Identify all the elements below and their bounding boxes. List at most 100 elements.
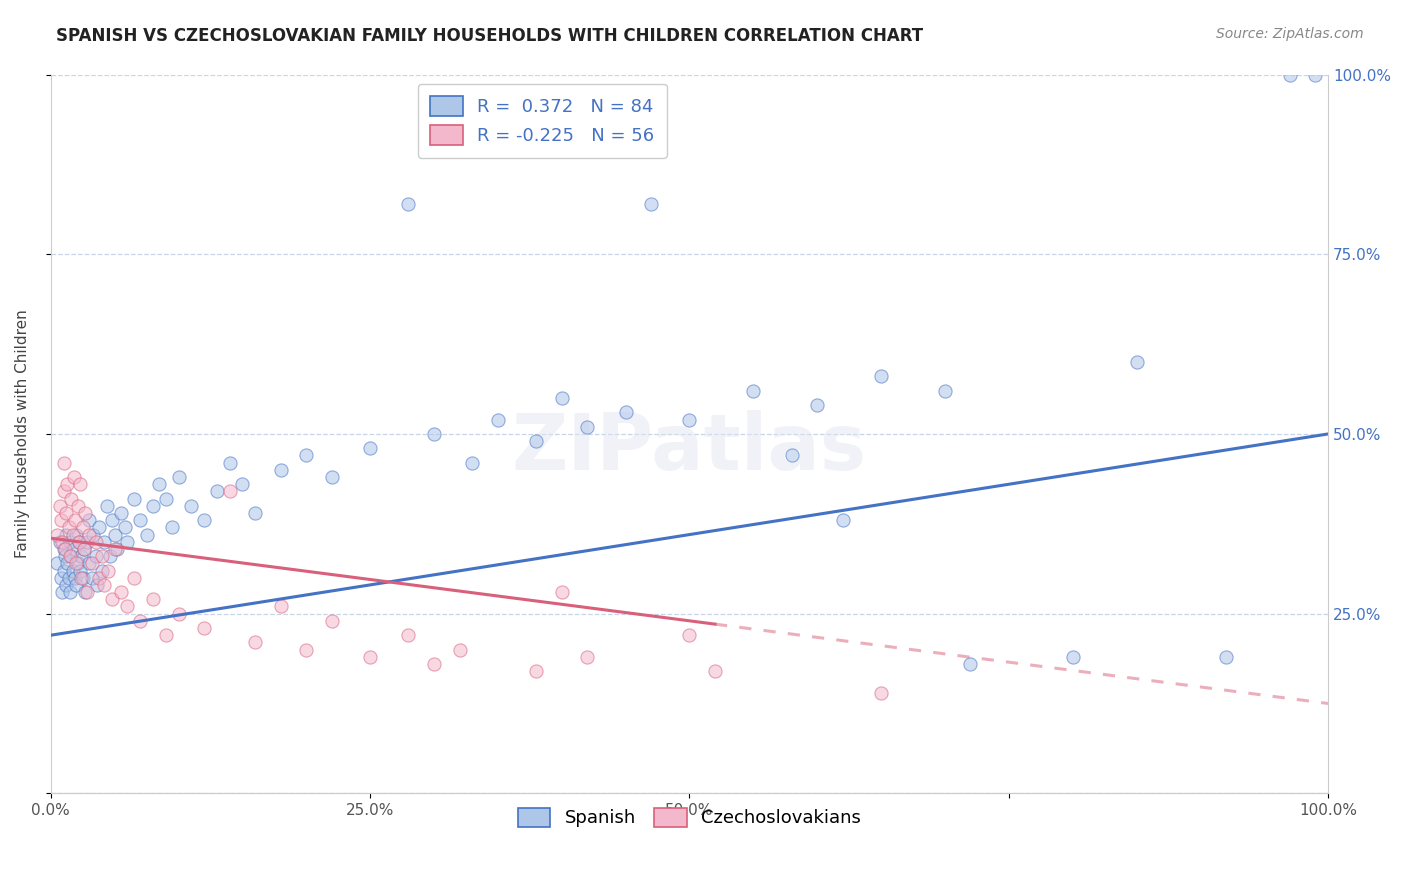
Point: [51, 534, 73, 549]
Point: [70, 571, 93, 585]
Point: [93, 534, 115, 549]
Point: [69, 564, 91, 578]
Point: [114, 520, 136, 534]
Point: [72, 571, 94, 585]
Point: [678, 412, 700, 426]
Point: [117, 599, 139, 614]
Point: [359, 442, 381, 456]
Point: [640, 197, 662, 211]
Point: [65, 557, 87, 571]
Point: [89, 520, 111, 534]
Point: [101, 592, 124, 607]
Point: [56, 557, 79, 571]
Point: [270, 599, 292, 614]
Point: [76, 585, 98, 599]
Point: [142, 592, 165, 607]
Point: [58, 571, 80, 585]
Point: [1062, 649, 1084, 664]
Point: [55, 506, 77, 520]
Point: [1215, 649, 1237, 664]
Point: [398, 197, 420, 211]
Point: [63, 470, 86, 484]
Point: [461, 456, 484, 470]
Point: [84, 549, 107, 563]
Point: [63, 513, 86, 527]
Point: [551, 391, 574, 405]
Text: SPANISH VS CZECHOSLOVAKIAN FAMILY HOUSEHOLDS WITH CHILDREN CORRELATION CHART: SPANISH VS CZECHOSLOVAKIAN FAMILY HOUSEH…: [56, 27, 924, 45]
Point: [75, 506, 97, 520]
Point: [52, 456, 75, 470]
Point: [80, 557, 103, 571]
Point: [122, 571, 145, 585]
Point: [295, 449, 318, 463]
Point: [53, 541, 76, 556]
Legend: Spanish, Czechoslovakians: Spanish, Czechoslovakians: [510, 800, 869, 835]
Point: [806, 398, 828, 412]
Point: [1125, 355, 1147, 369]
Point: [218, 456, 240, 470]
Point: [49, 534, 72, 549]
Y-axis label: Family Households with Children: Family Households with Children: [15, 310, 30, 558]
Point: [167, 470, 190, 484]
Point: [742, 384, 765, 398]
Point: [551, 585, 574, 599]
Point: [1278, 68, 1301, 82]
Point: [704, 664, 727, 678]
Point: [117, 534, 139, 549]
Point: [65, 527, 87, 541]
Point: [72, 520, 94, 534]
Point: [66, 557, 89, 571]
Point: [55, 527, 77, 541]
Point: [67, 534, 90, 549]
Point: [77, 513, 100, 527]
Point: [160, 520, 183, 534]
Point: [148, 477, 170, 491]
Point: [870, 369, 893, 384]
Point: [104, 527, 127, 541]
Point: [245, 506, 267, 520]
Point: [423, 657, 446, 671]
Point: [129, 614, 152, 628]
Point: [90, 564, 112, 578]
Point: [63, 571, 86, 585]
Point: [59, 534, 82, 549]
Point: [104, 541, 127, 556]
Point: [65, 578, 87, 592]
Point: [110, 585, 132, 599]
Point: [53, 549, 76, 563]
Point: [870, 686, 893, 700]
Point: [76, 534, 98, 549]
Point: [82, 527, 104, 541]
Point: [93, 578, 115, 592]
Point: [80, 571, 103, 585]
Point: [321, 614, 343, 628]
Point: [84, 534, 107, 549]
Point: [56, 477, 79, 491]
Point: [49, 571, 72, 585]
Point: [49, 513, 72, 527]
Point: [831, 513, 853, 527]
Point: [270, 463, 292, 477]
Point: [155, 491, 177, 506]
Point: [959, 657, 981, 671]
Point: [486, 412, 509, 426]
Text: Source: ZipAtlas.com: Source: ZipAtlas.com: [1216, 27, 1364, 41]
Point: [576, 419, 599, 434]
Point: [167, 607, 190, 621]
Point: [524, 434, 547, 449]
Point: [77, 557, 100, 571]
Point: [55, 578, 77, 592]
Point: [423, 426, 446, 441]
Point: [398, 628, 420, 642]
Point: [614, 405, 637, 419]
Point: [780, 449, 803, 463]
Point: [98, 549, 121, 563]
Point: [62, 527, 84, 541]
Point: [75, 585, 97, 599]
Point: [524, 664, 547, 678]
Point: [193, 513, 215, 527]
Point: [97, 564, 120, 578]
Point: [218, 484, 240, 499]
Point: [77, 527, 100, 541]
Point: [576, 649, 599, 664]
